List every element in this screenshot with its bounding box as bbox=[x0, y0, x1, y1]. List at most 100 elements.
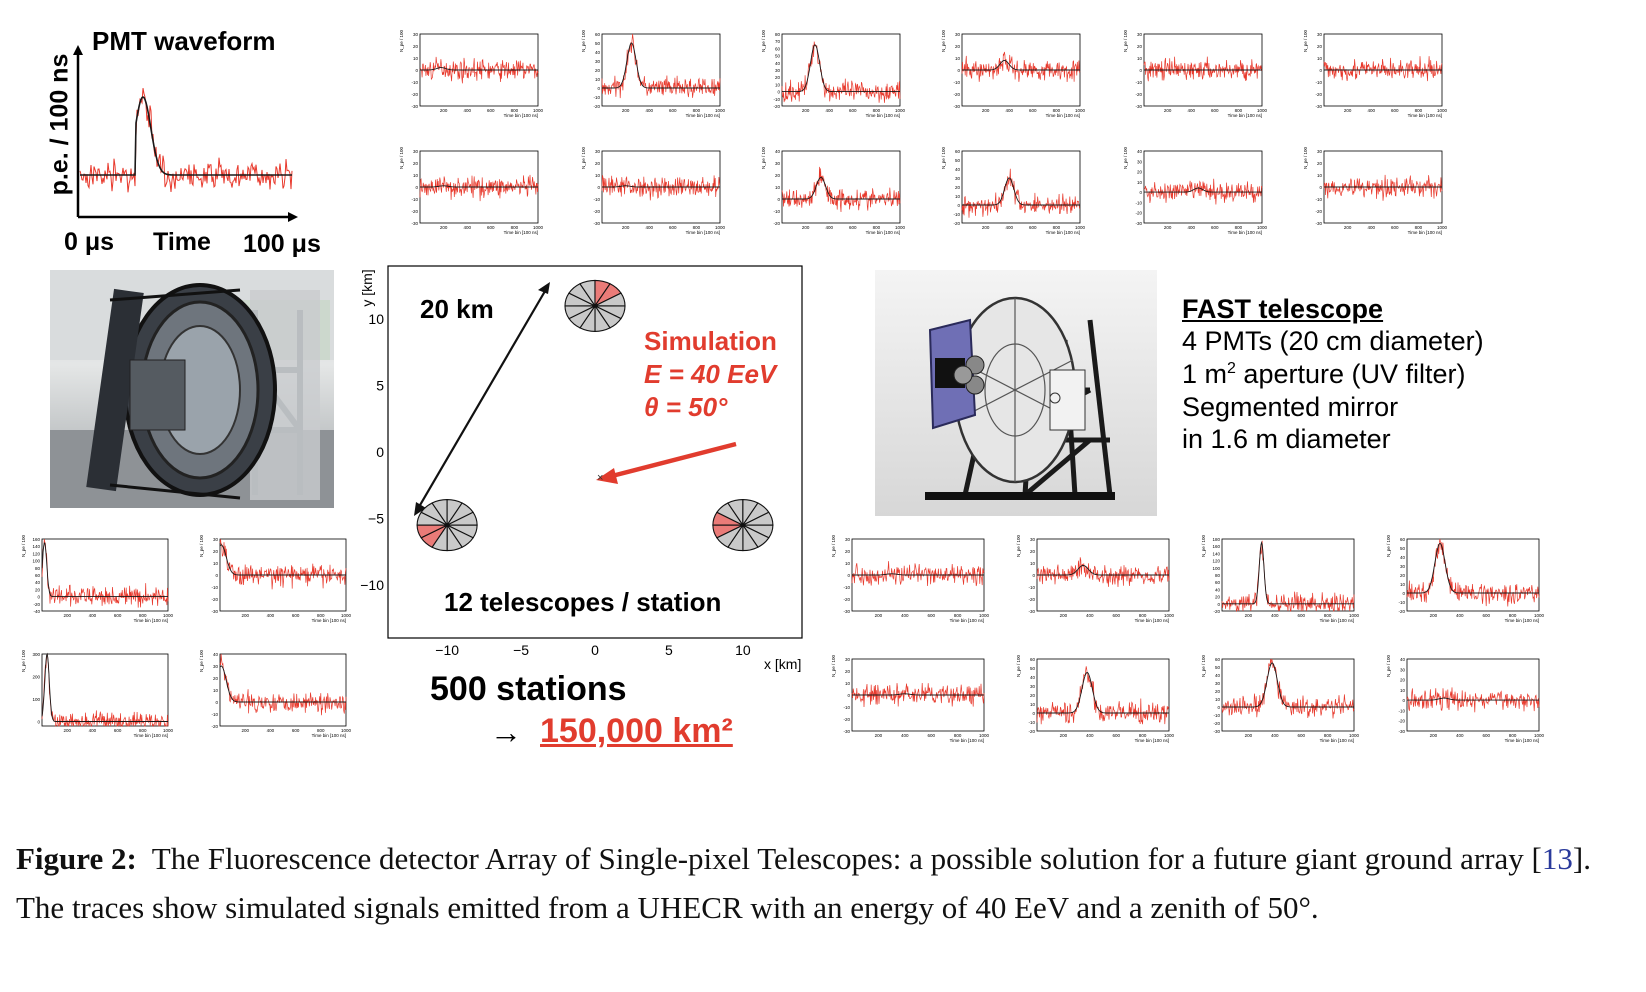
trace-xtick: 200 bbox=[1344, 225, 1352, 230]
trace-ytick: -10 bbox=[773, 209, 780, 214]
trace-ytick: 20 bbox=[213, 676, 219, 681]
trace-xtick: 600 bbox=[1112, 613, 1120, 618]
trace-xtick: 600 bbox=[114, 728, 122, 733]
trace-ytick: 20 bbox=[413, 161, 419, 166]
trace-ytick: 40 bbox=[1030, 675, 1036, 680]
fast-line-3: Segmented mirror bbox=[1182, 392, 1399, 422]
trace-xtick: 1000 bbox=[895, 225, 906, 230]
trace-panel-frame bbox=[1036, 658, 1170, 732]
trace-xlabel: Time bin [100 ns] bbox=[1228, 230, 1262, 235]
trace-ytick: -10 bbox=[1213, 713, 1220, 718]
trace-ytick: 60 bbox=[1400, 537, 1406, 542]
trace-xtick: 1000 bbox=[1437, 108, 1448, 113]
trace-ytick: -20 bbox=[1315, 209, 1322, 214]
trace-ytick: 10 bbox=[1137, 56, 1143, 61]
map-ytick: −5 bbox=[368, 510, 384, 526]
stations-arrow: → bbox=[490, 714, 522, 750]
trace-ytick: 0 bbox=[1032, 711, 1035, 716]
trace-ytick: 40 bbox=[595, 50, 601, 55]
trace-xtick: 400 bbox=[1005, 108, 1013, 113]
trace-xtick: 400 bbox=[825, 225, 833, 230]
trace-panel-frame bbox=[1221, 658, 1355, 732]
trace-xlabel: Time bin [100 ns] bbox=[504, 113, 538, 118]
trace-ytick: -10 bbox=[1028, 720, 1035, 725]
trace-ytick: -20 bbox=[1028, 597, 1035, 602]
trace-ytick: 0 bbox=[777, 90, 780, 95]
trace-xtick: 600 bbox=[1297, 733, 1305, 738]
trace-ytick: 20 bbox=[775, 75, 781, 80]
trace-ytick: 30 bbox=[845, 537, 851, 542]
trace-ytick: 30 bbox=[1317, 32, 1323, 37]
trace-ylabel: N_pe / 100 ns bbox=[581, 30, 586, 52]
pmt-x-end: 100 μs bbox=[243, 230, 321, 258]
trace-fit bbox=[1222, 662, 1354, 708]
trace-signal bbox=[41, 539, 169, 608]
trace-ytick: 30 bbox=[955, 176, 961, 181]
trace-ytick: 10 bbox=[1317, 56, 1323, 61]
trace-fit bbox=[962, 59, 1080, 71]
y-axis-arrow bbox=[73, 45, 83, 55]
trace-ytick: 180 bbox=[1212, 537, 1220, 542]
array-map: 10 5 0 −5 −10 −10 −5 0 5 10 × bbox=[360, 265, 803, 658]
trace-ytick: -30 bbox=[1315, 221, 1322, 226]
trace-xtick: 1000 bbox=[1164, 733, 1175, 738]
trace-ytick: 100 bbox=[32, 559, 40, 564]
trace-ylabel: N_pe / 100 ns bbox=[831, 535, 836, 557]
trace-ytick: 10 bbox=[595, 173, 601, 178]
trace-xlabel: Time bin [100 ns] bbox=[1135, 738, 1169, 743]
trace-ytick: 20 bbox=[1317, 44, 1323, 49]
trace-ytick: 10 bbox=[955, 56, 961, 61]
trace-ytick: -20 bbox=[411, 92, 418, 97]
trace-panel-frame bbox=[1406, 538, 1540, 612]
trace-xtick: 400 bbox=[267, 728, 275, 733]
trace-fit bbox=[782, 176, 900, 200]
trace-signal bbox=[1036, 666, 1170, 725]
trace-ytick: 60 bbox=[595, 32, 601, 37]
trace-ytick: -10 bbox=[593, 197, 600, 202]
trace-ytick: -30 bbox=[593, 221, 600, 226]
trace-xtick: 400 bbox=[1271, 613, 1279, 618]
trace-ytick: 10 bbox=[1215, 697, 1221, 702]
trace-ytick: 40 bbox=[1215, 587, 1221, 592]
trace-ytick: 20 bbox=[845, 549, 851, 554]
trace-ytick: 160 bbox=[32, 537, 40, 542]
trace-xlabel: Time bin [100 ns] bbox=[1408, 113, 1442, 118]
trace-ytick: 20 bbox=[1400, 573, 1406, 578]
trace-ytick: 50 bbox=[1215, 665, 1221, 670]
trace-xtick: 1000 bbox=[979, 613, 990, 618]
trace-xtick: 400 bbox=[1005, 225, 1013, 230]
trace-xtick: 400 bbox=[901, 733, 909, 738]
trace-xtick: 200 bbox=[1245, 613, 1253, 618]
trace-xtick: 600 bbox=[1482, 733, 1490, 738]
trace-signal bbox=[1221, 540, 1355, 613]
trace-signal bbox=[1221, 658, 1355, 719]
caption-ref[interactable]: 13 bbox=[1541, 841, 1573, 876]
trace-ytick: 0 bbox=[847, 693, 850, 698]
trace-ytick: 0 bbox=[1217, 705, 1220, 710]
trace-xtick: 400 bbox=[463, 108, 471, 113]
trace-fit bbox=[219, 544, 346, 576]
trace-xtick: 600 bbox=[114, 613, 122, 618]
trace-ylabel: N_pe / 100 ns bbox=[1303, 147, 1308, 169]
trace-xtick: 1000 bbox=[341, 728, 352, 733]
trace-xtick: 600 bbox=[487, 108, 495, 113]
trace-xtick: 800 bbox=[1415, 108, 1423, 113]
trace-ytick: 120 bbox=[1212, 559, 1220, 564]
trace-ytick: 0 bbox=[957, 68, 960, 73]
trace-ytick: -10 bbox=[773, 97, 780, 102]
distance-arrow-head-bottom bbox=[414, 502, 426, 516]
sim-energy: E = 40 EeV bbox=[644, 359, 777, 389]
trace-signal bbox=[601, 175, 721, 201]
trace-ytick: -30 bbox=[843, 609, 850, 614]
trace-fit bbox=[1037, 564, 1169, 576]
trace-ytick: 300 bbox=[32, 652, 40, 657]
trace-signal bbox=[781, 166, 901, 213]
trace-ytick: -30 bbox=[1398, 729, 1405, 734]
trace-ytick: -10 bbox=[411, 197, 418, 202]
trace-xtick: 1000 bbox=[1164, 613, 1175, 618]
fast-title: FAST telescope bbox=[1182, 294, 1384, 324]
